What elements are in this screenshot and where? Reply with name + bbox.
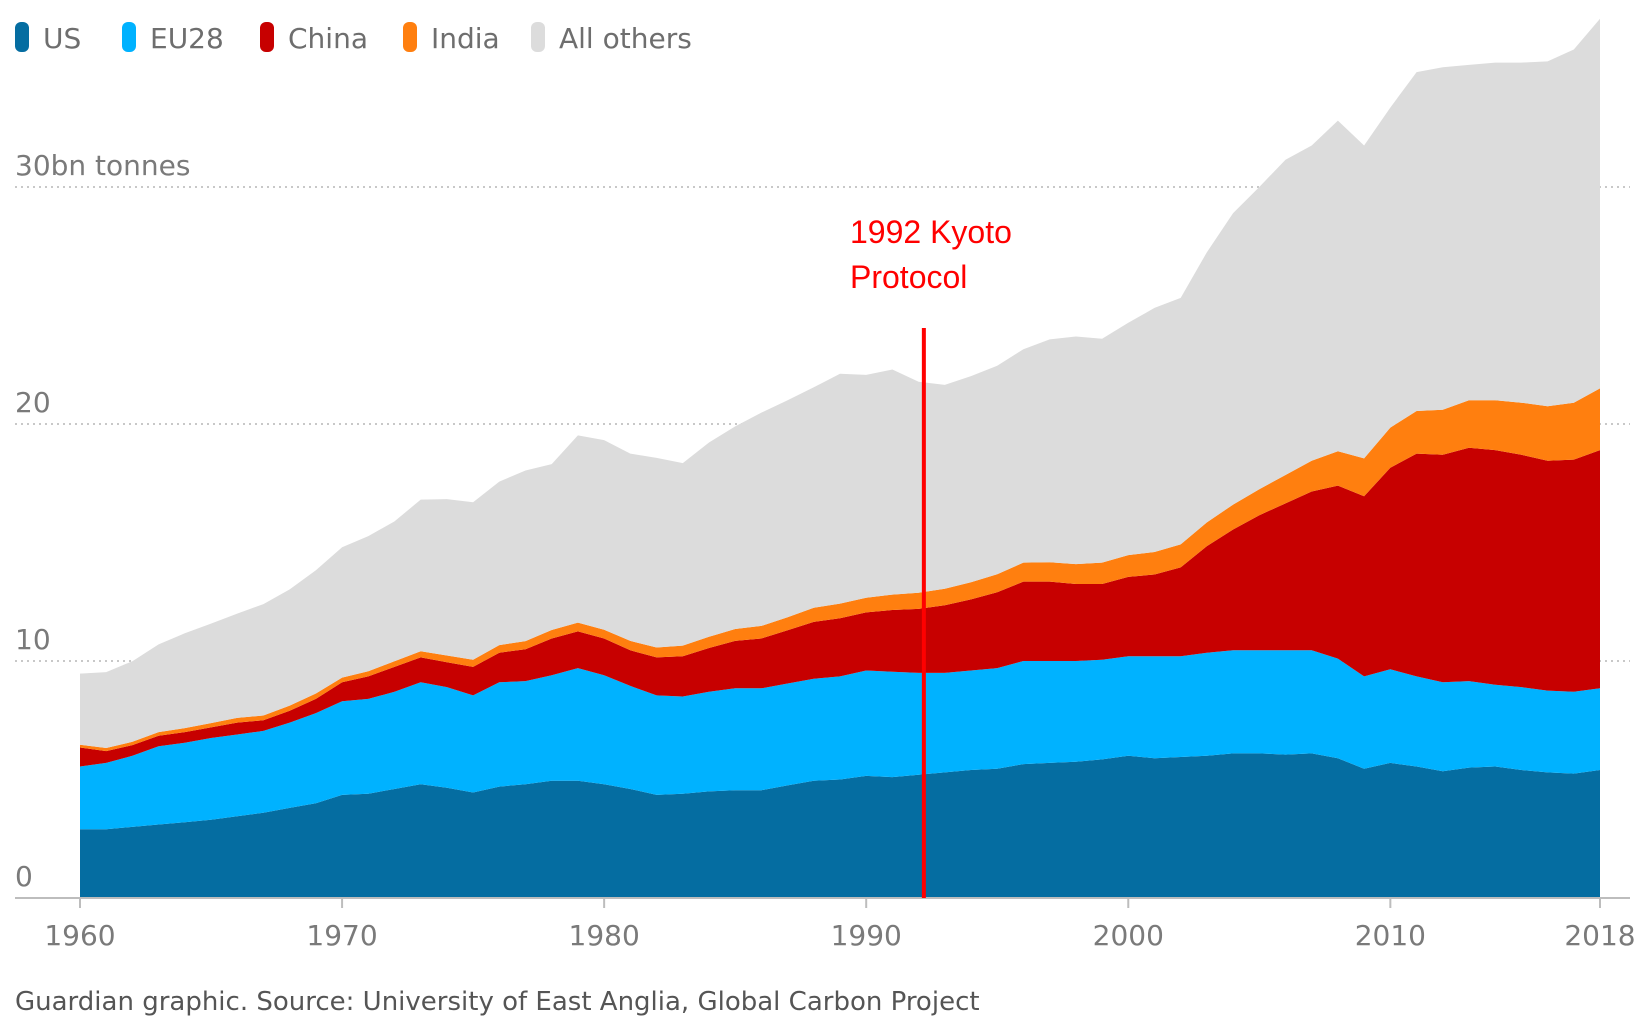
- kyoto-annotation: 1992 Kyoto Protocol: [850, 214, 1012, 898]
- legend-label-china: China: [288, 22, 368, 55]
- stacked-areas: [80, 18, 1600, 898]
- legend-swatch-eu28: [122, 22, 136, 52]
- x-axis-labels: 1960 1970 1980 1990 2000 2010 2018: [44, 898, 1636, 952]
- y-tick-label-30: 30bn tonnes: [15, 149, 190, 182]
- legend-swatch-india: [403, 22, 417, 52]
- legend-label-india: India: [431, 22, 500, 55]
- y-axis-labels: 0 10 20 30bn tonnes: [15, 149, 190, 893]
- x-tick-label-2010: 2010: [1355, 919, 1426, 952]
- kyoto-label-line-2: Protocol: [850, 259, 967, 295]
- legend: US EU28 China India All others: [15, 22, 692, 55]
- x-tick-label-1970: 1970: [306, 919, 377, 952]
- legend-label-us: US: [43, 22, 81, 55]
- x-tick-label-1990: 1990: [831, 919, 902, 952]
- legend-swatch-all-others: [531, 22, 545, 52]
- legend-swatch-china: [260, 22, 274, 52]
- y-tick-label-10: 10: [15, 623, 51, 656]
- area-india: [80, 388, 1600, 752]
- x-tick-label-1980: 1980: [569, 919, 640, 952]
- x-tick-label-2000: 2000: [1093, 919, 1164, 952]
- y-tick-label-20: 20: [15, 386, 51, 419]
- source-caption: Guardian graphic. Source: University of …: [15, 987, 980, 1017]
- legend-label-eu28: EU28: [150, 22, 224, 55]
- kyoto-label-line-1: 1992 Kyoto: [850, 214, 1012, 250]
- area-us: [80, 753, 1600, 898]
- legend-swatch-us: [15, 22, 29, 52]
- area-all-others: [80, 18, 1600, 748]
- x-tick-label-2018: 2018: [1564, 919, 1635, 952]
- y-tick-label-0: 0: [15, 860, 33, 893]
- x-tick-label-1960: 1960: [44, 919, 115, 952]
- legend-label-all-others: All others: [559, 22, 692, 55]
- area-china: [80, 447, 1600, 767]
- area-eu28: [80, 650, 1600, 830]
